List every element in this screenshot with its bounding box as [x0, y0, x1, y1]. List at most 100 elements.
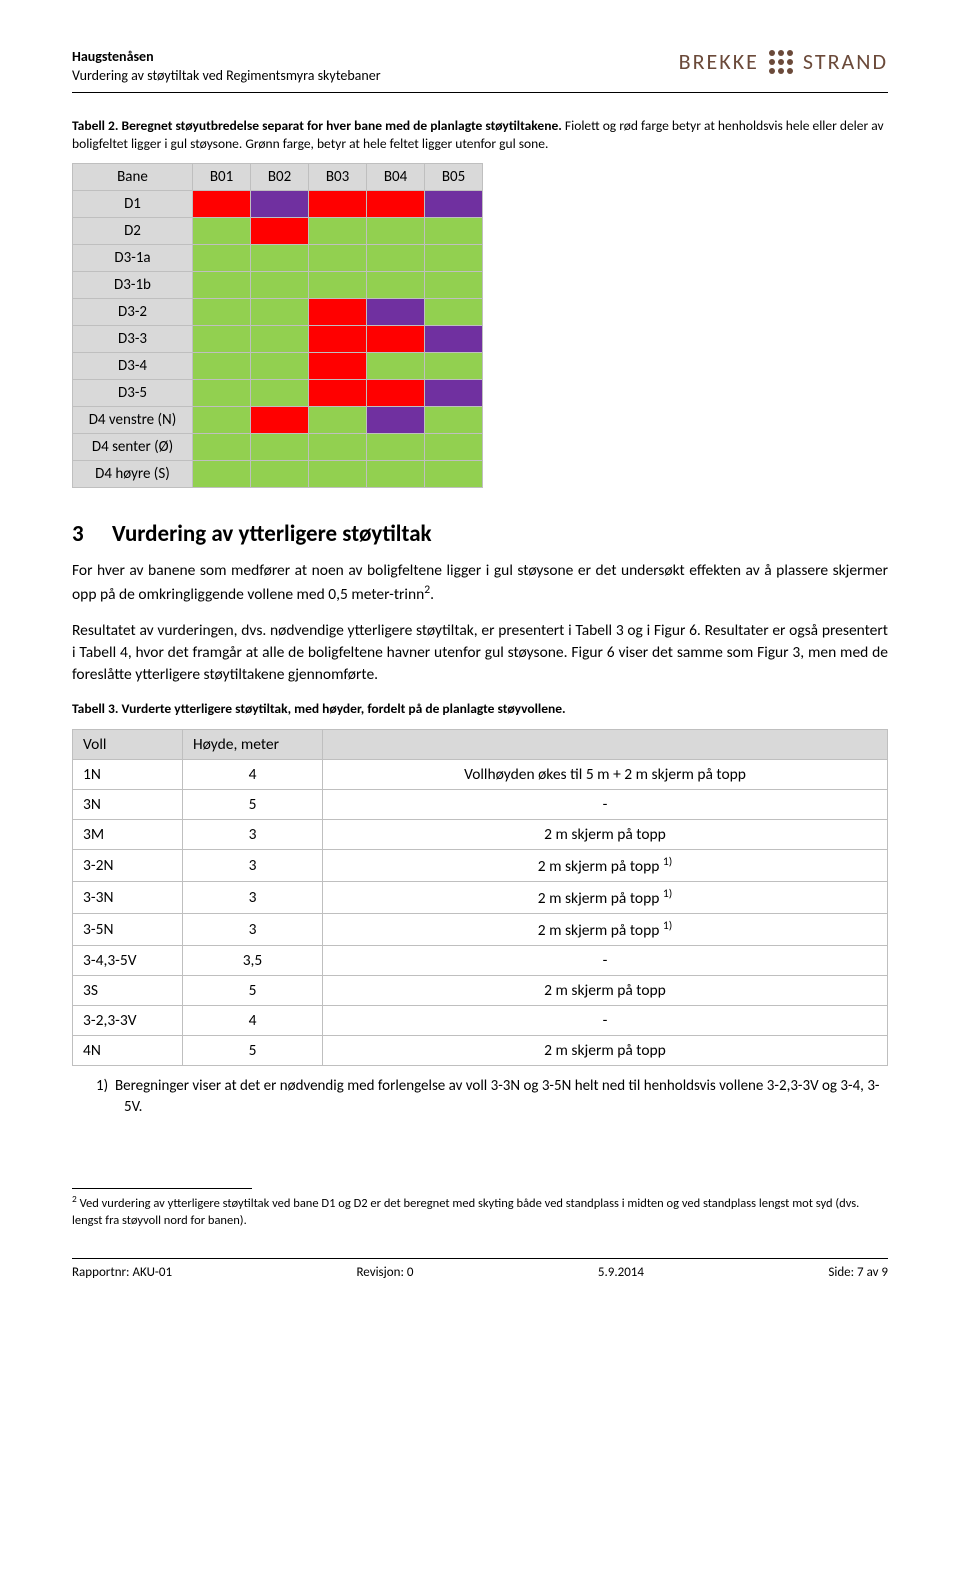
matrix-row-header: D3-1a: [73, 245, 193, 272]
matrix-cell: [309, 407, 367, 434]
matrix-cell: [367, 245, 425, 272]
t3-cell-desc: Vollhøyden økes til 5 m + 2 m skjerm på …: [323, 759, 888, 789]
matrix-cell: [367, 380, 425, 407]
t3-cell-voll: 3S: [73, 976, 183, 1006]
t3-cell-desc: 2 m skjerm på topp: [323, 819, 888, 849]
t3-cell-desc: 2 m skjerm på topp: [323, 976, 888, 1006]
noise-matrix-table: BaneB01B02B03B04B05D1D2D3-1aD3-1bD3-2D3-…: [72, 163, 483, 488]
t3-head-height: Høyde, meter: [183, 729, 323, 759]
matrix-cell: [425, 407, 483, 434]
matrix-cell: [309, 434, 367, 461]
matrix-row-header: D3-4: [73, 353, 193, 380]
matrix-cell: [367, 353, 425, 380]
matrix-cell: [193, 245, 251, 272]
matrix-row-header: D3-2: [73, 299, 193, 326]
matrix-row-header: D1: [73, 191, 193, 218]
table2-caption: Tabell 2. Beregnet støyutbredelse separa…: [72, 117, 888, 153]
section-number: 3: [72, 520, 112, 548]
matrix-cell: [367, 434, 425, 461]
matrix-cell: [251, 191, 309, 218]
matrix-cell: [367, 407, 425, 434]
matrix-col-header: B02: [251, 164, 309, 191]
matrix-cell: [193, 272, 251, 299]
section3-para1: For hver av banene som medfører at noen …: [72, 560, 888, 606]
matrix-cell: [251, 245, 309, 272]
matrix-cell: [251, 326, 309, 353]
matrix-cell: [251, 299, 309, 326]
t3-head-voll: Voll: [73, 729, 183, 759]
t3-cell-height: 3: [183, 913, 323, 945]
t3-cell-height: 5: [183, 976, 323, 1006]
matrix-col-header: B01: [193, 164, 251, 191]
section3-para2: Resultatet av vurderingen, dvs. nødvendi…: [72, 620, 888, 686]
matrix-cell: [425, 245, 483, 272]
project-name: Haugstenåsen: [72, 48, 381, 67]
endnote-2: 2 Ved vurdering av ytterligere støytilta…: [72, 1193, 888, 1230]
matrix-cell: [251, 461, 309, 488]
t3-cell-desc: 2 m skjerm på topp: [323, 1036, 888, 1066]
t3-cell-height: 4: [183, 759, 323, 789]
t3-cell-height: 3: [183, 881, 323, 913]
t3-cell-desc: -: [323, 946, 888, 976]
matrix-cell: [367, 299, 425, 326]
matrix-cell: [367, 326, 425, 353]
table3-caption: Tabell 3. Vurderte ytterligere støytilta…: [72, 700, 888, 718]
endnote-separator: [72, 1188, 252, 1189]
t3-cell-voll: 3-2,3-3V: [73, 1006, 183, 1036]
matrix-cell: [425, 353, 483, 380]
matrix-row-header: D4 høyre (S): [73, 461, 193, 488]
matrix-cell: [425, 434, 483, 461]
matrix-cell: [309, 326, 367, 353]
t3-cell-voll: 1N: [73, 759, 183, 789]
matrix-cell: [193, 407, 251, 434]
table2-caption-bold: Tabell 2. Beregnet støyutbredelse separa…: [72, 117, 562, 134]
t3-cell-height: 3: [183, 849, 323, 881]
matrix-row-header: D4 senter (Ø): [73, 434, 193, 461]
t3-cell-height: 3,5: [183, 946, 323, 976]
matrix-row-header: D3-5: [73, 380, 193, 407]
footer-revision: Revisjon: 0: [356, 1265, 413, 1280]
t3-cell-voll: 3-2N: [73, 849, 183, 881]
matrix-cell: [193, 353, 251, 380]
matrix-col-header: B03: [309, 164, 367, 191]
matrix-cell: [251, 353, 309, 380]
matrix-cell: [425, 191, 483, 218]
matrix-cell: [309, 272, 367, 299]
logo-dots-icon: [769, 50, 793, 74]
doc-header: Haugstenåsen Vurdering av støytiltak ved…: [72, 48, 381, 86]
t3-cell-height: 5: [183, 789, 323, 819]
t3-cell-voll: 3N: [73, 789, 183, 819]
matrix-cell: [193, 326, 251, 353]
matrix-cell: [309, 191, 367, 218]
matrix-cell: [309, 299, 367, 326]
matrix-row-header: D3-1b: [73, 272, 193, 299]
matrix-cell: [193, 461, 251, 488]
t3-cell-height: 5: [183, 1036, 323, 1066]
section-3-heading: 3Vurdering av ytterligere støytiltak: [72, 520, 888, 548]
t3-cell-voll: 4N: [73, 1036, 183, 1066]
matrix-col-header: B04: [367, 164, 425, 191]
page-footer: Rapportnr: AKU-01 Revisjon: 0 5.9.2014 S…: [72, 1265, 888, 1280]
measures-table: VollHøyde, meter1N4Vollhøyden økes til 5…: [72, 729, 888, 1066]
brekke-strand-logo: BREKKE STRAND: [679, 48, 888, 75]
matrix-cell: [193, 299, 251, 326]
logo-text-right: STRAND: [803, 48, 888, 75]
section-title: Vurdering av ytterligere støytiltak: [112, 520, 432, 548]
matrix-cell: [367, 191, 425, 218]
matrix-cell: [367, 218, 425, 245]
matrix-cell: [193, 191, 251, 218]
matrix-corner: Bane: [73, 164, 193, 191]
matrix-cell: [425, 380, 483, 407]
matrix-cell: [193, 380, 251, 407]
footer-report: Rapportnr: AKU-01: [72, 1265, 172, 1280]
matrix-cell: [309, 461, 367, 488]
matrix-cell: [251, 434, 309, 461]
matrix-cell: [425, 299, 483, 326]
t3-cell-desc: -: [323, 1006, 888, 1036]
matrix-cell: [251, 407, 309, 434]
matrix-cell: [309, 353, 367, 380]
t3-cell-desc: -: [323, 789, 888, 819]
t3-cell-desc: 2 m skjerm på topp 1): [323, 913, 888, 945]
matrix-col-header: B05: [425, 164, 483, 191]
t3-cell-desc: 2 m skjerm på topp 1): [323, 881, 888, 913]
